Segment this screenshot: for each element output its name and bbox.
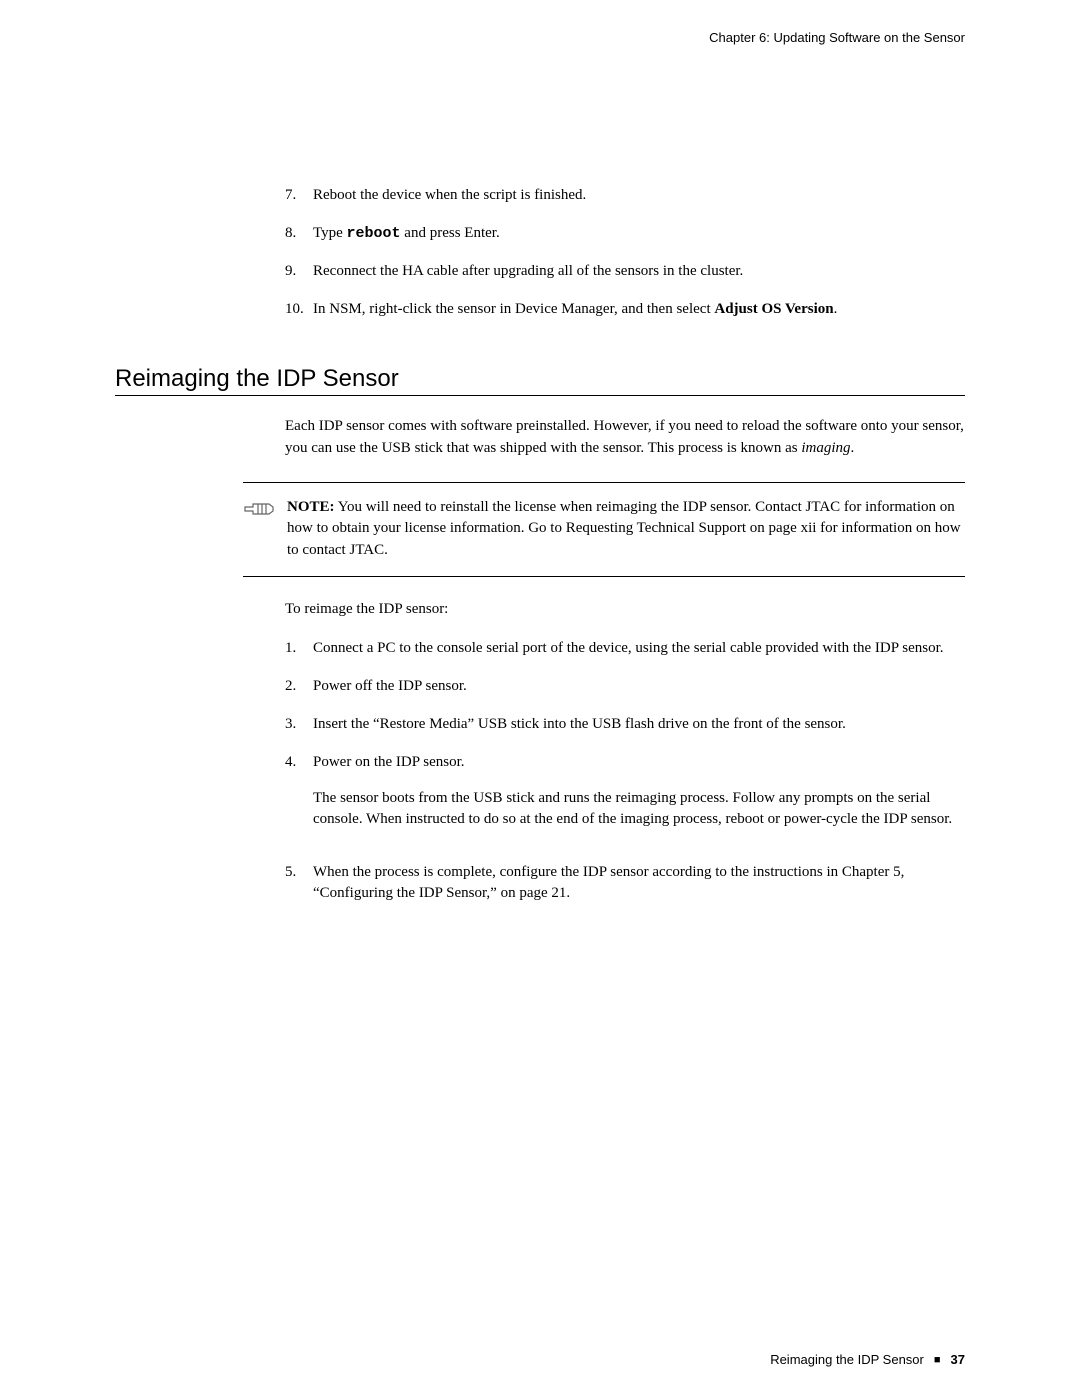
intro-italic: imaging [801, 440, 850, 456]
step-9: 9. Reconnect the HA cable after upgradin… [285, 261, 965, 282]
chapter-header: Chapter 6: Updating Software on the Sens… [115, 30, 965, 45]
page-container: Chapter 6: Updating Software on the Sens… [0, 0, 1080, 1397]
note-box: NOTE: You will need to reinstall the lic… [243, 482, 965, 577]
step-number: 4. [285, 752, 313, 845]
note-text: NOTE: You will need to reinstall the lic… [287, 497, 965, 562]
reimage-steps: 1. Connect a PC to the console serial po… [285, 638, 965, 904]
note-label: NOTE: [287, 499, 335, 515]
step-7: 7. Reboot the device when the script is … [285, 185, 965, 206]
step-number: 9. [285, 261, 313, 282]
intro-text-b: . [851, 440, 855, 456]
footer-bullet-icon: ■ [934, 1354, 941, 1366]
section-heading: Reimaging the IDP Sensor [115, 365, 965, 396]
text-suffix: . [834, 301, 838, 317]
note-wrapper: NOTE: You will need to reinstall the lic… [243, 482, 965, 577]
note-body: You will need to reinstall the license w… [287, 499, 961, 559]
intro-paragraph: Each IDP sensor comes with software prei… [285, 416, 965, 460]
step-number: 10. [285, 299, 313, 320]
section-content: Each IDP sensor comes with software prei… [285, 416, 965, 904]
footer-label: Reimaging the IDP Sensor [770, 1352, 924, 1367]
step-number: 1. [285, 638, 313, 659]
step-text: Connect a PC to the console serial port … [313, 638, 965, 659]
text-prefix: Type [313, 225, 347, 241]
step-4-main: Power on the IDP sensor. [313, 754, 465, 770]
content-area: 7. Reboot the device when the script is … [285, 185, 965, 320]
page-footer: Reimaging the IDP Sensor ■ 37 [770, 1352, 965, 1367]
reimage-step-1: 1. Connect a PC to the console serial po… [285, 638, 965, 659]
step-text: When the process is complete, configure … [313, 862, 965, 904]
step-text: Power on the IDP sensor. The sensor boot… [313, 752, 965, 845]
intro-text-a: Each IDP sensor comes with software prei… [285, 418, 964, 456]
step-4-sub: The sensor boots from the USB stick and … [313, 788, 965, 830]
step-text: Power off the IDP sensor. [313, 676, 965, 697]
steps-top: 7. Reboot the device when the script is … [285, 185, 965, 320]
step-text: Reconnect the HA cable after upgrading a… [313, 261, 965, 282]
bold-text: Adjust OS Version [714, 301, 833, 317]
reimage-lead: To reimage the IDP sensor: [285, 601, 965, 618]
step-number: 2. [285, 676, 313, 697]
step-8: 8. Type reboot and press Enter. [285, 223, 965, 244]
step-text: In NSM, right-click the sensor in Device… [313, 299, 965, 320]
step-number: 3. [285, 714, 313, 735]
text-prefix: In NSM, right-click the sensor in Device… [313, 301, 714, 317]
step-number: 7. [285, 185, 313, 206]
reimage-step-5: 5. When the process is complete, configu… [285, 862, 965, 904]
page-number: 37 [951, 1352, 965, 1367]
step-text: Reboot the device when the script is fin… [313, 185, 965, 206]
note-hand-icon [243, 499, 277, 521]
command-text: reboot [347, 225, 401, 242]
reimage-step-3: 3. Insert the “Restore Media” USB stick … [285, 714, 965, 735]
step-text: Insert the “Restore Media” USB stick int… [313, 714, 965, 735]
step-number: 8. [285, 223, 313, 244]
step-number: 5. [285, 862, 313, 904]
reimage-step-2: 2. Power off the IDP sensor. [285, 676, 965, 697]
step-text: Type reboot and press Enter. [313, 223, 965, 244]
step-10: 10. In NSM, right-click the sensor in De… [285, 299, 965, 320]
text-suffix: and press Enter. [401, 225, 500, 241]
reimage-step-4: 4. Power on the IDP sensor. The sensor b… [285, 752, 965, 845]
